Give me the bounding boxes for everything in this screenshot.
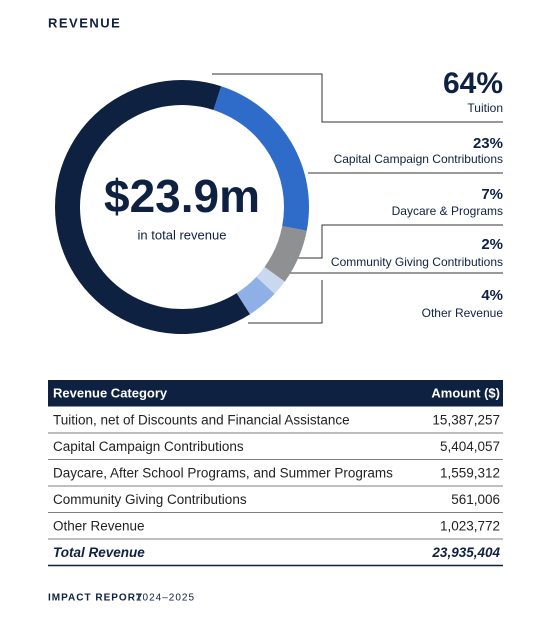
legend-value: 23% [473, 135, 503, 152]
legend-label: Other Revenue [422, 306, 504, 320]
legend-label: Daycare & Programs [392, 204, 503, 218]
table-cell: Capital Campaign Contributions [53, 439, 244, 454]
table-total: Total Revenue [53, 545, 145, 560]
donut-segment [213, 86, 309, 231]
donut-segment [55, 80, 251, 334]
legend-label: Community Giving Contributions [331, 255, 503, 269]
table-cell: Tuition, net of Discounts and Financial … [53, 412, 350, 427]
table-header-bg [48, 380, 503, 407]
table-cell: 1,559,312 [440, 465, 500, 480]
donut-segment [256, 266, 285, 294]
table-cell: Daycare, After School Programs, and Summ… [53, 465, 393, 480]
legend-value: 4% [481, 287, 503, 304]
legend-value: 2% [481, 236, 503, 253]
table-cell: 5,404,057 [440, 439, 500, 454]
table-cell: Other Revenue [53, 518, 145, 533]
table-cell: 15,387,257 [432, 412, 500, 427]
center-value: $23.9m [104, 170, 260, 222]
legend-value: 7% [481, 186, 503, 203]
table-cell: 561,006 [451, 492, 500, 507]
table-total: 23,935,404 [431, 545, 500, 560]
table-cell: Community Giving Contributions [53, 492, 247, 507]
connectors [212, 73, 503, 324]
connector [248, 280, 323, 324]
donut-segment [236, 276, 275, 315]
connector [297, 224, 503, 259]
connector [212, 73, 503, 123]
legend-label: Capital Campaign Contributions [334, 152, 503, 166]
legend-label: Tuition [467, 101, 503, 115]
legend-value: 64% [443, 67, 503, 100]
table-cell: 1,023,772 [440, 518, 500, 533]
donut-segment [264, 226, 307, 282]
table-header: Amount ($) [431, 386, 500, 401]
section-title: REVENUE [48, 15, 121, 30]
footer-years: 2024–2025 [136, 593, 195, 604]
table-header: Revenue Category [53, 386, 168, 401]
center-label: in total revenue [138, 227, 227, 242]
footer-label: IMPACT REPORT [48, 593, 143, 604]
